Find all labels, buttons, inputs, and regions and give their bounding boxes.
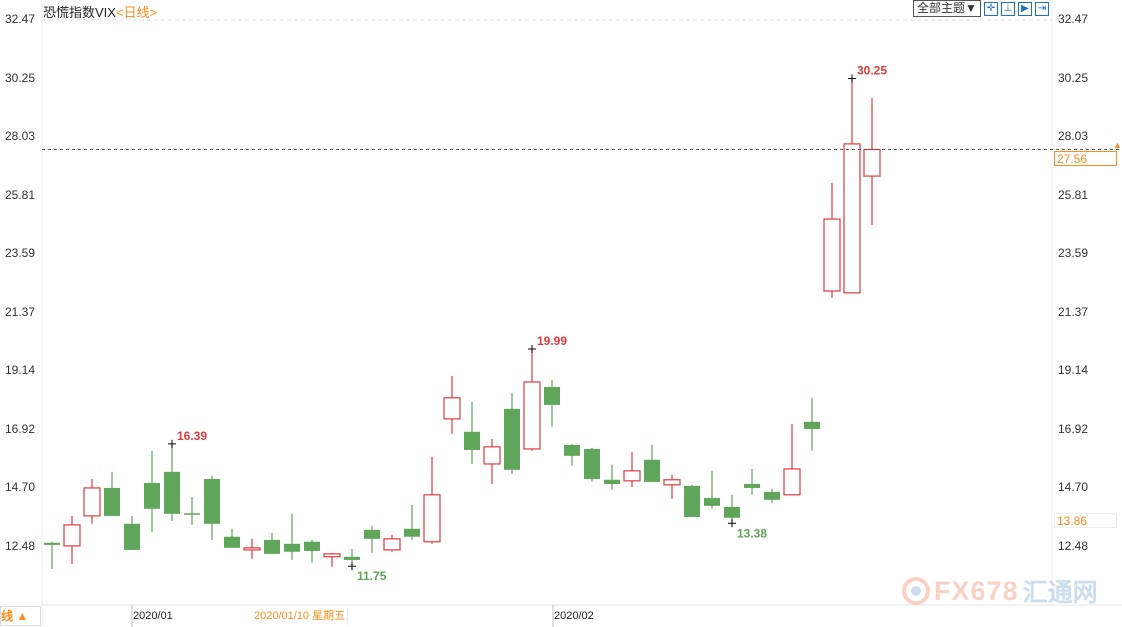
- extreme-marker-icon: [728, 519, 736, 528]
- y-tick-label: 32.47: [1058, 12, 1089, 26]
- candle-up: [483, 446, 501, 465]
- crosshair-icon[interactable]: ✛: [983, 1, 998, 16]
- y-tick-label: 16.92: [5, 421, 36, 436]
- candle-down: [504, 408, 520, 470]
- candle-down: [184, 513, 200, 515]
- candle-up: [623, 470, 641, 482]
- theme-select[interactable]: 全部主题▼: [913, 0, 981, 17]
- high-annotation: 30.25: [857, 64, 887, 78]
- y-tick-label: 14.70: [5, 480, 36, 495]
- candle-down: [804, 421, 820, 429]
- selected-date-label: 2020/01/10 星期五: [252, 608, 349, 625]
- candle-down: [44, 542, 60, 545]
- period-label[interactable]: <日线>: [115, 5, 158, 20]
- candle-down: [584, 448, 600, 479]
- y-tick-label: 12.48: [1058, 539, 1089, 553]
- y-tick-label: 12.48: [5, 539, 36, 553]
- play-icon[interactable]: ▶: [1017, 1, 1032, 16]
- candle-down: [744, 483, 760, 488]
- y-tick-label: 14.70: [1058, 480, 1089, 495]
- candle-down: [124, 523, 140, 550]
- candle-up: [243, 547, 261, 551]
- low-annotation: 11.75: [357, 569, 387, 583]
- candle-up: [83, 487, 101, 517]
- extreme-marker-icon: [348, 562, 356, 571]
- candle-up: [423, 494, 441, 543]
- candle-down: [204, 478, 220, 524]
- y-tick-label: 16.92: [1058, 421, 1089, 436]
- candle-up: [843, 143, 861, 294]
- candle-up: [663, 479, 681, 486]
- candle-down: [264, 539, 280, 554]
- extreme-marker-icon: [848, 74, 856, 83]
- candle-down: [104, 487, 120, 516]
- candle-up: [823, 218, 841, 292]
- y-tick-label: 25.81: [1058, 187, 1089, 202]
- x-axis-label: 2020/01: [133, 610, 173, 622]
- candle-down: [704, 497, 720, 506]
- candle-up: [63, 524, 81, 547]
- candle-up: [863, 148, 881, 177]
- candle-down: [224, 536, 240, 548]
- y-tick-label: 19.14: [5, 363, 36, 378]
- y-tick-label: 30.25: [1058, 70, 1089, 85]
- last-price-tag: 27.56: [1054, 151, 1117, 166]
- y-tick-label: 28.03: [1058, 129, 1089, 144]
- y-tick-label: 32.47: [5, 12, 36, 26]
- candle-down: [304, 541, 320, 551]
- chart-toolbar: 全部主题▼ ✛ ⊥ ▶ ⇥: [913, 0, 1049, 17]
- high-annotation: 16.39: [177, 429, 207, 443]
- candle-up: [443, 397, 461, 420]
- extreme-marker-icon: [168, 439, 176, 448]
- candle-down: [364, 529, 380, 539]
- candle-down: [344, 556, 360, 560]
- instrument-name: 恐慌指数VIX: [43, 5, 116, 20]
- candle-down: [564, 444, 580, 456]
- candle-down: [764, 491, 780, 500]
- candle-down: [644, 459, 660, 482]
- y-tick-label: 28.03: [5, 129, 36, 144]
- chart-title: 恐慌指数VIX<日线>: [43, 2, 157, 21]
- candle-down: [464, 431, 480, 450]
- candle-up: [523, 381, 541, 450]
- y-tick-label: 30.25: [5, 70, 36, 85]
- candle-down: [144, 482, 160, 509]
- y-tick-label: 23.59: [5, 246, 36, 261]
- candle-down: [404, 528, 420, 537]
- y-tick-label: 25.81: [5, 187, 36, 202]
- candle-down: [604, 479, 620, 484]
- candle-down: [724, 506, 740, 518]
- watermark-brand: FX678: [934, 575, 1019, 606]
- candle-down: [684, 485, 700, 517]
- candle-up: [323, 553, 341, 558]
- y-tick-label: 21.37: [5, 304, 36, 319]
- extreme-marker-icon: [528, 345, 536, 354]
- candle-down: [284, 543, 300, 552]
- candle-up: [383, 538, 401, 551]
- y-tick-label: 23.59: [1058, 246, 1089, 261]
- logo-swirl-icon: [902, 577, 930, 605]
- range-icon[interactable]: ⊥: [1000, 1, 1015, 16]
- x-axis-label: 2020/02: [554, 610, 594, 622]
- cursor-price-tag: 13.86: [1054, 513, 1117, 528]
- candle-down: [544, 386, 560, 405]
- candle-up: [783, 468, 801, 496]
- high-annotation: 19.99: [537, 334, 567, 348]
- low-annotation: 13.38: [737, 526, 767, 540]
- last-price-arrow-icon: ▲: [1113, 140, 1122, 150]
- end-icon[interactable]: ⇥: [1034, 1, 1049, 16]
- y-tick-label: 21.37: [1058, 304, 1089, 319]
- period-toggle-button[interactable]: 线 ▲: [0, 606, 41, 626]
- candle-down: [164, 471, 180, 514]
- watermark-logo: FX678 汇通网: [902, 573, 1098, 609]
- y-tick-label: 19.14: [1058, 363, 1089, 378]
- watermark-cn: 汇通网: [1022, 579, 1098, 607]
